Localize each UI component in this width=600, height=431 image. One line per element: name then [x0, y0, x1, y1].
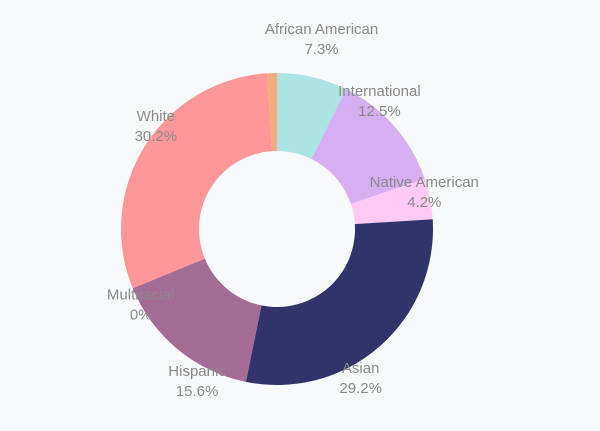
slice-asian[interactable]	[245, 219, 433, 386]
value-label-african-american: 7.3%	[304, 41, 338, 58]
value-label-multiracial: 0%	[130, 306, 152, 323]
label-hispanic: Hispanic	[168, 363, 226, 380]
label-multiracial: Multiracial	[107, 286, 175, 303]
slice-hispanic[interactable]	[132, 258, 262, 382]
label-white: White	[137, 108, 175, 125]
value-label-white: 30.2%	[135, 128, 178, 145]
labels-group: African American 7.3% International 12.5% Na…	[107, 21, 479, 400]
slice-white[interactable]	[120, 73, 273, 289]
label-african-american: African American	[265, 21, 378, 38]
value-label-native-american: 4.2%	[407, 194, 441, 211]
value-label-asian: 29.2%	[339, 380, 382, 397]
value-label-international: 12.5%	[358, 103, 401, 120]
label-native-american: Native American	[370, 174, 479, 191]
label-asian: Asian	[342, 360, 380, 377]
label-international: International	[338, 83, 421, 100]
slice-native-american[interactable]	[350, 178, 433, 225]
slice-international[interactable]	[311, 89, 425, 204]
slice-african-american[interactable]	[277, 73, 347, 160]
value-label-hispanic: 15.6%	[176, 383, 219, 400]
slice-other-7[interactable]	[267, 73, 277, 152]
slices-group	[120, 73, 433, 386]
